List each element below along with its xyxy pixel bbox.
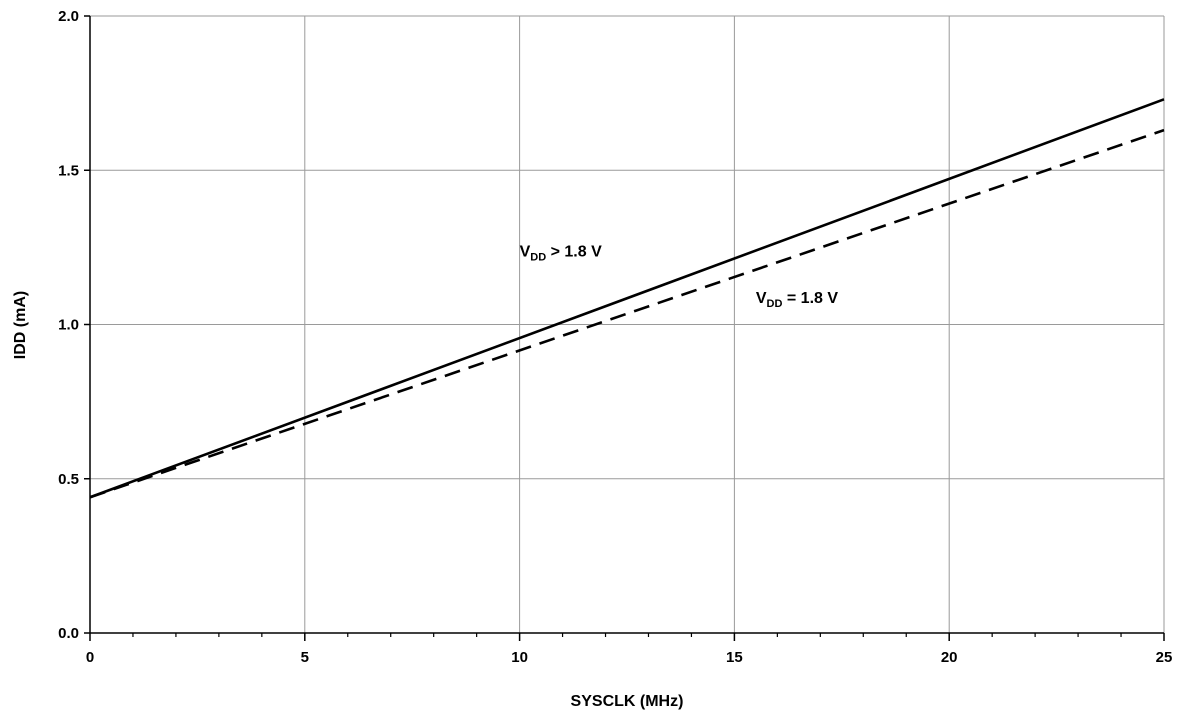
series-line-vdd-equal-1-8v xyxy=(89,128,1165,499)
x-tick-label: 0 xyxy=(86,649,94,666)
axes xyxy=(84,15,1165,641)
series-annotations: VDD > 1.8 V VDD = 1.8 V xyxy=(520,244,839,310)
x-tick-label: 5 xyxy=(301,649,309,666)
y-axis-title: IDD (mA) xyxy=(12,291,29,359)
x-tick-label: 10 xyxy=(511,649,528,666)
y-tick-label: 1.0 xyxy=(58,317,79,334)
x-axis-title: SYSCLK (MHz) xyxy=(571,693,684,710)
series-lines xyxy=(89,98,1165,499)
tick-labels: 0 5 10 15 20 25 0.0 0.5 1.0 1.5 2.0 xyxy=(58,8,1172,666)
y-tick-label: 2.0 xyxy=(58,8,79,25)
series-label-1: VDD = 1.8 V xyxy=(756,290,838,310)
x-tick-label: 20 xyxy=(941,649,958,666)
x-tick-label: 15 xyxy=(726,649,743,666)
series-line-vdd-above-1-8v xyxy=(89,98,1165,499)
x-tick-label: 25 xyxy=(1156,649,1173,666)
y-tick-label: 0.5 xyxy=(58,471,79,488)
grid-lines xyxy=(90,15,1165,633)
series-label-0: VDD > 1.8 V xyxy=(520,244,602,264)
y-tick-label: 0.0 xyxy=(58,625,79,642)
y-tick-label: 1.5 xyxy=(58,162,79,179)
